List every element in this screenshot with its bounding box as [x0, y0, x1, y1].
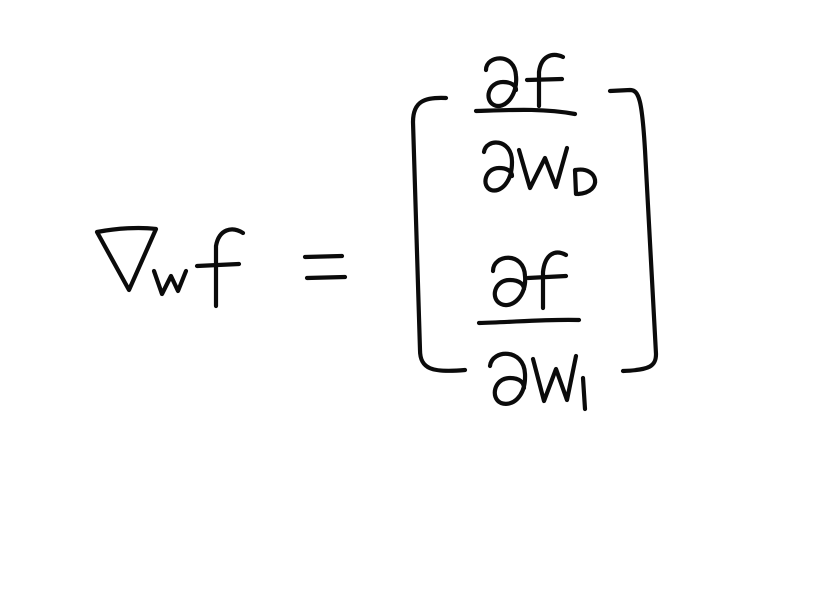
equals-sign [302, 253, 348, 281]
right-bracket [607, 87, 659, 374]
matrix-entry-top [473, 52, 598, 197]
function-f-lhs [194, 227, 246, 309]
gradient-symbol [94, 225, 159, 293]
matrix-entry-bottom [476, 250, 588, 412]
left-bracket [410, 95, 468, 373]
subscript-w [151, 268, 189, 297]
